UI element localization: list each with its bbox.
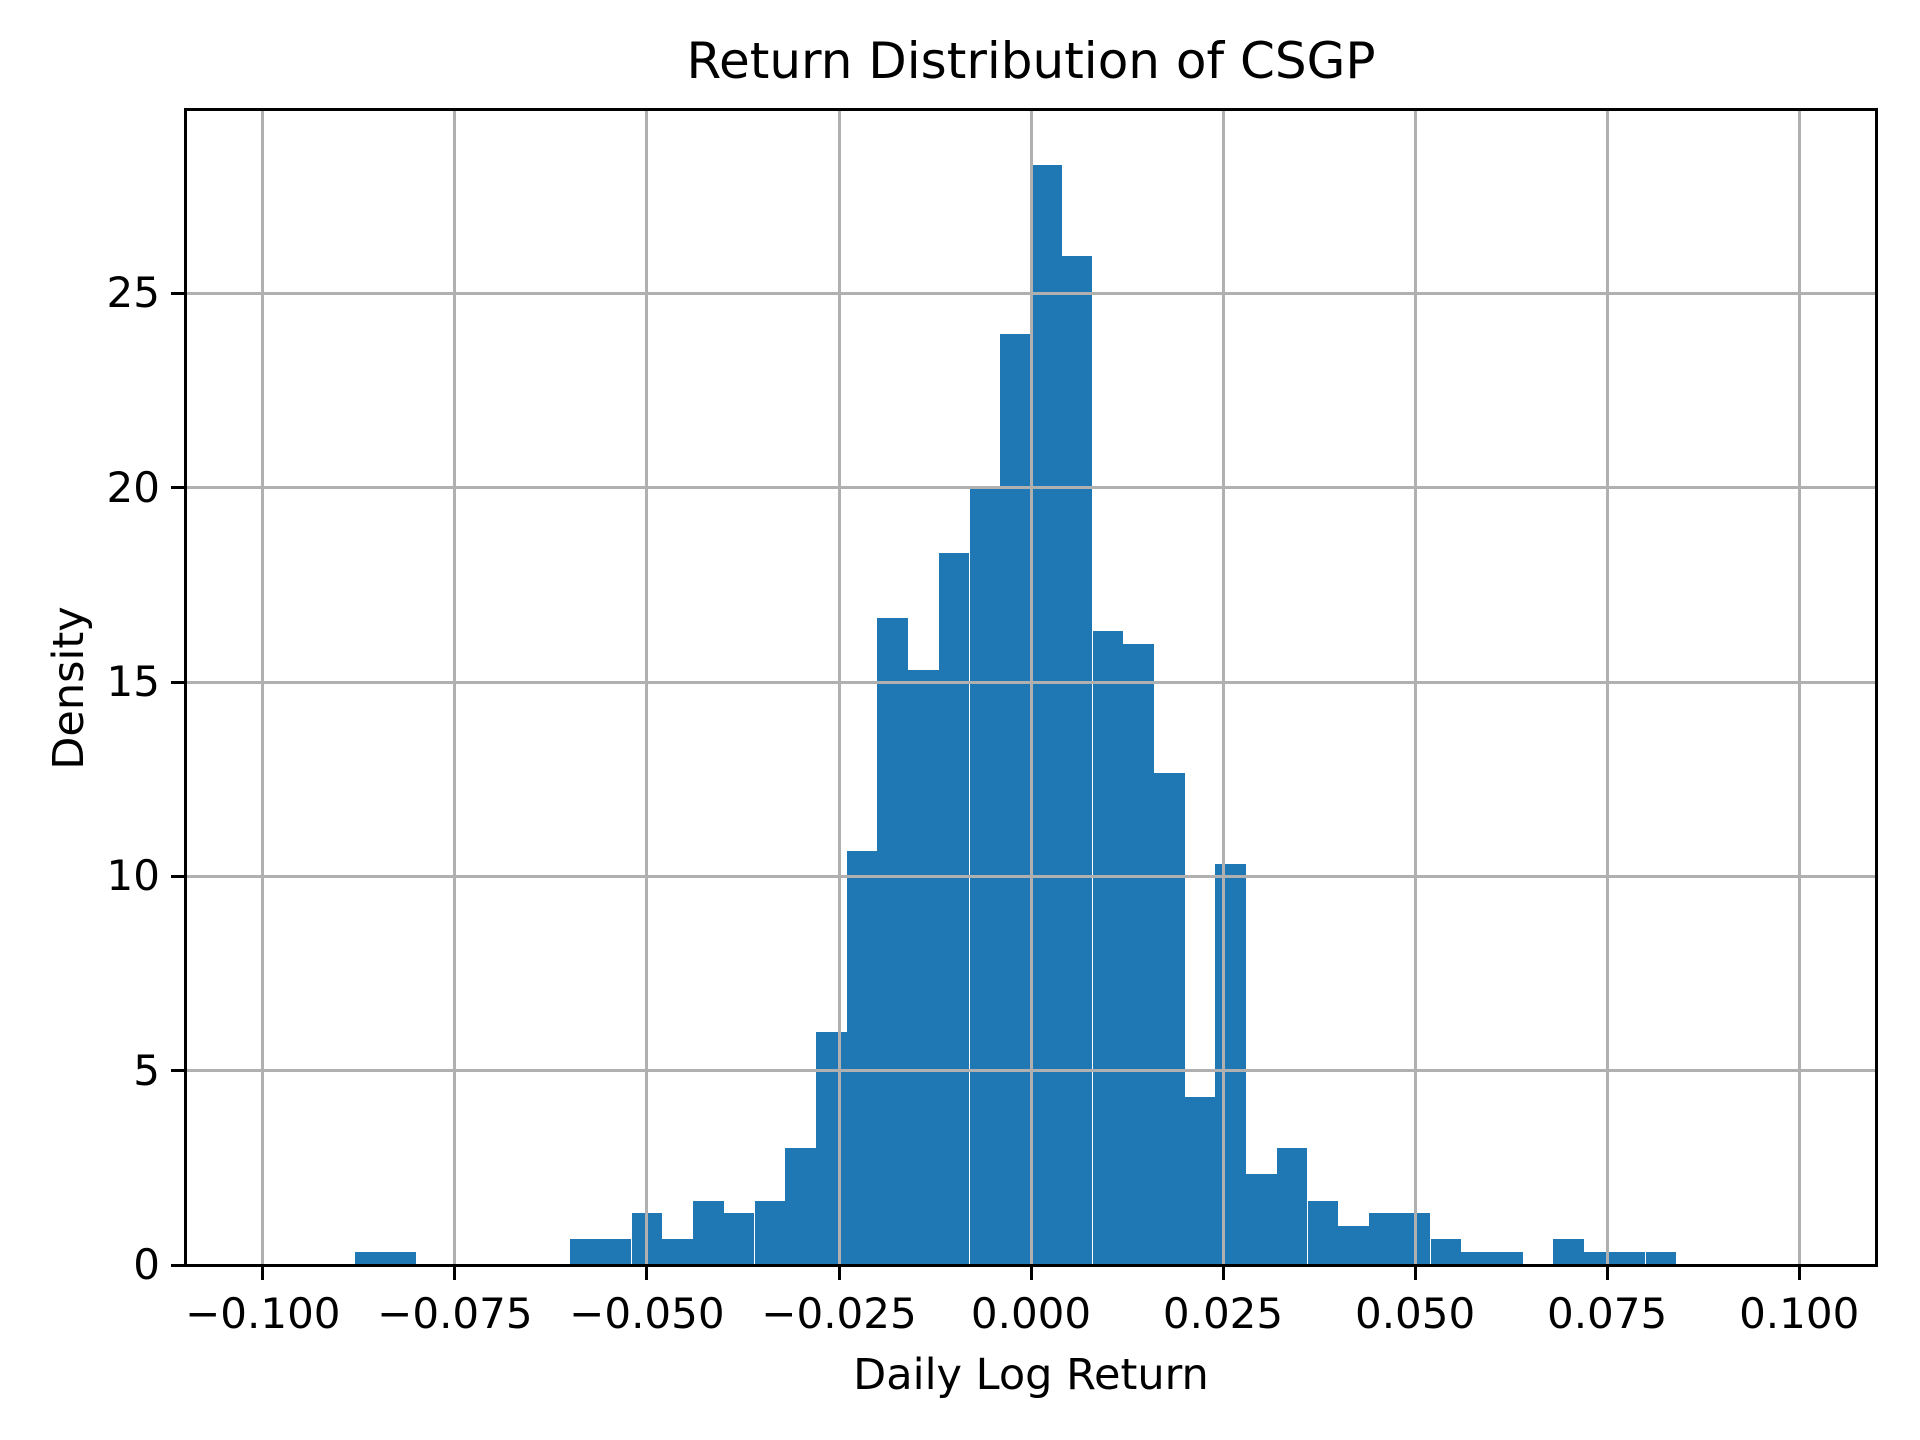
histogram-bar — [1215, 863, 1247, 1265]
histogram-bar — [754, 1200, 786, 1265]
x-gridline — [261, 110, 265, 1265]
y-tick-label: 10 — [106, 851, 160, 901]
y-tick — [171, 1069, 185, 1073]
y-gridline — [186, 1069, 1876, 1073]
histogram-bar — [846, 851, 878, 1265]
y-tick — [171, 291, 185, 295]
plot-area — [186, 110, 1876, 1265]
histogram-bar — [385, 1252, 417, 1265]
x-tick — [1797, 1266, 1801, 1280]
x-tick — [1029, 1266, 1033, 1280]
x-gridline — [645, 110, 649, 1265]
y-gridline — [186, 1263, 1876, 1265]
x-tick — [1413, 1266, 1417, 1280]
histogram-bar — [1153, 773, 1185, 1265]
histogram-bar — [877, 618, 909, 1265]
y-tick-label: 5 — [133, 1045, 160, 1095]
x-tick — [453, 1266, 457, 1280]
histogram-bar — [1645, 1252, 1677, 1265]
histogram-bar — [1307, 1200, 1339, 1265]
x-gridline — [1797, 110, 1801, 1265]
histogram-bar — [938, 553, 970, 1265]
histogram-bar — [1092, 631, 1124, 1265]
histogram-bar — [785, 1148, 816, 1265]
y-tick-label: 0 — [133, 1240, 160, 1289]
histogram-bar — [1430, 1239, 1462, 1265]
y-tick — [171, 486, 185, 490]
x-gridline — [1605, 110, 1609, 1265]
histogram-bar — [1338, 1226, 1369, 1265]
histogram-bar — [662, 1239, 693, 1265]
x-gridline — [837, 110, 841, 1265]
x-tick — [837, 1266, 841, 1280]
x-tick — [1221, 1266, 1225, 1280]
y-tick-label: 15 — [106, 657, 160, 707]
x-tick-label: 0.000 — [970, 1289, 1092, 1338]
y-gridline — [186, 874, 1876, 878]
x-gridline — [1413, 110, 1417, 1265]
y-tick-label: 25 — [106, 268, 160, 318]
histogram-bar — [1491, 1252, 1523, 1265]
histogram-bar — [1184, 1096, 1216, 1265]
y-tick-label: 20 — [106, 462, 160, 512]
histogram-bar — [908, 670, 939, 1265]
histogram-bar — [1614, 1252, 1646, 1265]
histogram-bar — [1369, 1213, 1400, 1265]
histogram-bar — [600, 1239, 632, 1265]
x-tick-label: −0.050 — [569, 1289, 725, 1338]
x-tick-label: −0.100 — [185, 1289, 341, 1338]
y-tick — [171, 680, 185, 684]
x-tick-label: −0.075 — [377, 1289, 533, 1338]
histogram-bar — [1123, 644, 1154, 1265]
histogram-bar — [693, 1200, 724, 1265]
histogram-bar — [570, 1239, 601, 1265]
x-tick-label: 0.100 — [1739, 1289, 1860, 1338]
histogram-bar — [355, 1252, 386, 1265]
histogram-bar — [1553, 1239, 1585, 1265]
x-tick — [1605, 1266, 1609, 1280]
histogram-bar — [1461, 1252, 1492, 1265]
x-tick-label: 0.075 — [1546, 1289, 1668, 1338]
histogram-bar — [1031, 165, 1062, 1265]
histogram-bar — [1246, 1174, 1277, 1265]
histogram-bar — [1061, 255, 1093, 1265]
histogram-bar — [1276, 1148, 1308, 1265]
x-tick-label: −0.025 — [761, 1289, 917, 1338]
histogram-bar — [1000, 333, 1031, 1265]
x-tick-label: 0.025 — [1162, 1289, 1284, 1338]
y-gridline — [186, 680, 1876, 684]
x-gridline — [1221, 110, 1225, 1265]
x-axis-label: Daily Log Return — [853, 1350, 1209, 1400]
y-tick — [171, 874, 185, 878]
y-gridline — [186, 291, 1876, 295]
histogram-bar — [723, 1213, 755, 1265]
x-tick-label: 0.050 — [1354, 1289, 1476, 1338]
y-gridline — [186, 486, 1876, 490]
y-tick — [171, 1263, 185, 1267]
chart-title: Return Distribution of CSGP — [686, 32, 1376, 90]
histogram-bar — [815, 1032, 847, 1265]
x-gridline — [453, 110, 457, 1265]
x-tick — [645, 1266, 649, 1280]
x-tick — [261, 1266, 265, 1280]
x-gridline — [1029, 110, 1033, 1265]
